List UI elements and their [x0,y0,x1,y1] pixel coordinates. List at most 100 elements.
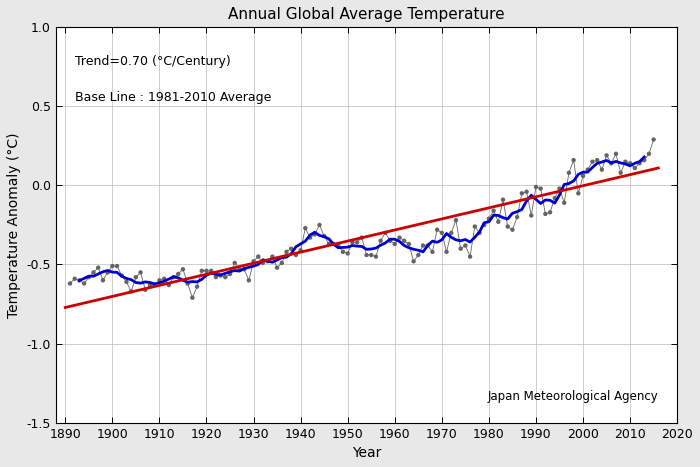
Y-axis label: Temperature Anomaly (°C): Temperature Anomaly (°C) [7,132,21,318]
Point [281,248,292,255]
Point [111,262,122,270]
Point [229,259,240,267]
Point [74,276,85,284]
Point [408,258,419,265]
Point [474,229,485,237]
Point [361,251,372,259]
Point [431,226,442,234]
Point [262,258,273,265]
Point [154,276,165,284]
Point [158,275,169,283]
Point [125,288,136,295]
Point [398,237,409,245]
Point [140,286,151,294]
Point [498,196,509,204]
Point [568,156,579,164]
Point [450,217,461,224]
Point [239,266,250,273]
Point [220,273,231,281]
Point [460,242,471,249]
Point [64,280,76,287]
Point [545,209,556,216]
Point [144,281,155,289]
Point [135,269,146,276]
Point [370,253,382,260]
Point [168,273,179,281]
Point [342,250,354,257]
Point [187,294,198,301]
Point [578,172,589,180]
Point [629,164,641,172]
Point [606,160,617,167]
Point [394,234,405,241]
Point [550,194,561,202]
Point [389,240,400,248]
Point [483,215,494,222]
Point [446,229,457,237]
Point [465,253,476,260]
Point [163,281,174,289]
Point [314,221,325,229]
Title: Annual Global Average Temperature: Annual Global Average Temperature [228,7,505,22]
Point [620,158,631,165]
Point [88,269,99,276]
Point [479,221,490,229]
Point [365,251,377,259]
Point [210,273,221,281]
Point [248,258,259,265]
Point [582,166,594,173]
Point [587,158,598,165]
Point [304,234,316,241]
Point [436,229,447,237]
Point [182,280,193,287]
Point [149,281,160,289]
Point [116,272,127,279]
X-axis label: Year: Year [352,446,382,460]
Point [328,240,339,248]
Point [469,223,480,230]
Point [97,276,108,284]
Point [346,239,358,246]
Point [559,199,570,206]
Point [323,240,335,248]
Point [643,150,655,157]
Point [201,267,212,275]
Point [356,234,368,241]
Point [332,242,344,249]
Point [215,272,226,279]
Point [121,278,132,286]
Point [615,169,626,177]
Point [295,247,306,254]
Point [441,248,452,255]
Point [286,245,297,253]
Point [521,188,532,196]
Point [234,266,245,273]
Point [517,190,528,197]
Point [502,223,513,230]
Point [413,251,424,259]
Point [92,264,104,271]
Point [225,270,236,278]
Point [624,160,636,167]
Point [106,262,118,270]
Point [417,242,428,249]
Point [272,264,283,271]
Point [493,218,504,226]
Point [610,150,622,157]
Point [309,231,321,238]
Point [318,232,330,240]
Point [78,280,90,287]
Point [83,273,94,281]
Point [253,253,264,260]
Point [192,283,203,290]
Point [638,156,650,164]
Point [488,207,499,214]
Point [351,239,363,246]
Point [276,259,288,267]
Text: Japan Meteorological Agency: Japan Meteorological Agency [488,390,659,403]
Point [535,185,546,192]
Point [422,242,433,249]
Point [507,226,518,234]
Point [554,185,565,192]
Point [196,267,207,275]
